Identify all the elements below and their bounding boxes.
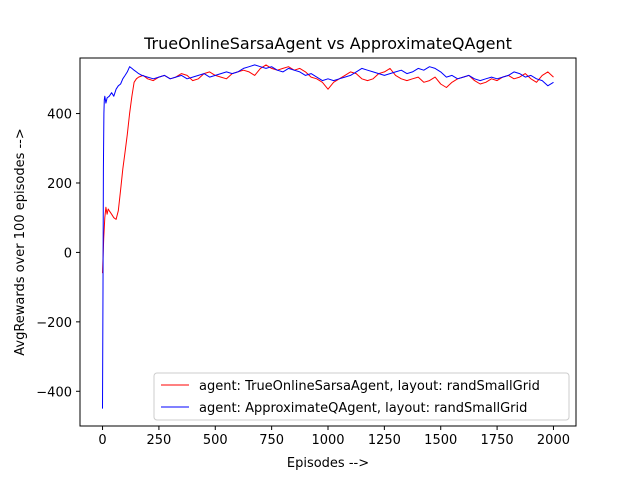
- x-tick-label: 1000: [311, 433, 344, 448]
- y-tick-label: 0: [64, 246, 72, 261]
- x-axis-label: Episodes -->: [287, 456, 369, 471]
- y-axis-label: AvgRewards over 100 episodes -->: [13, 128, 28, 355]
- x-axis: 0 250 500 750 1000 1250 1500 1750 2000: [98, 426, 570, 448]
- legend-entry-sarsa: agent: TrueOnlineSarsaAgent, layout: ran…: [199, 379, 540, 394]
- x-tick-label: 1250: [368, 433, 401, 448]
- x-tick-label: 2000: [537, 433, 570, 448]
- legend: agent: TrueOnlineSarsaAgent, layout: ran…: [153, 372, 570, 421]
- y-tick-label: −200: [36, 316, 72, 331]
- legend-box: [153, 372, 570, 421]
- series-line-approxq: [102, 64, 554, 409]
- x-tick-label: 500: [203, 433, 228, 448]
- y-tick-label: 200: [47, 177, 72, 192]
- chart-title: TrueOnlineSarsaAgent vs ApproximateQAgen…: [143, 34, 512, 53]
- x-tick-label: 0: [98, 433, 106, 448]
- x-tick-label: 1750: [481, 433, 514, 448]
- y-tick-label: 400: [47, 108, 72, 123]
- legend-entry-approxq: agent: ApproximateQAgent, layout: randSm…: [199, 401, 527, 416]
- x-tick-label: 1500: [424, 433, 457, 448]
- x-tick-label: 750: [259, 433, 284, 448]
- x-tick-label: 250: [146, 433, 171, 448]
- y-tick-label: −400: [36, 385, 72, 400]
- y-axis: −400 −200 0 200 400: [36, 108, 80, 400]
- plot-area: [102, 64, 554, 409]
